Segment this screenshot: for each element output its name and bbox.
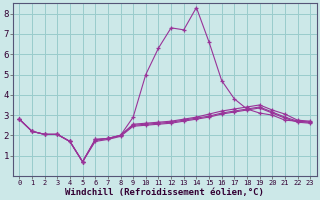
X-axis label: Windchill (Refroidissement éolien,°C): Windchill (Refroidissement éolien,°C) <box>65 188 264 197</box>
